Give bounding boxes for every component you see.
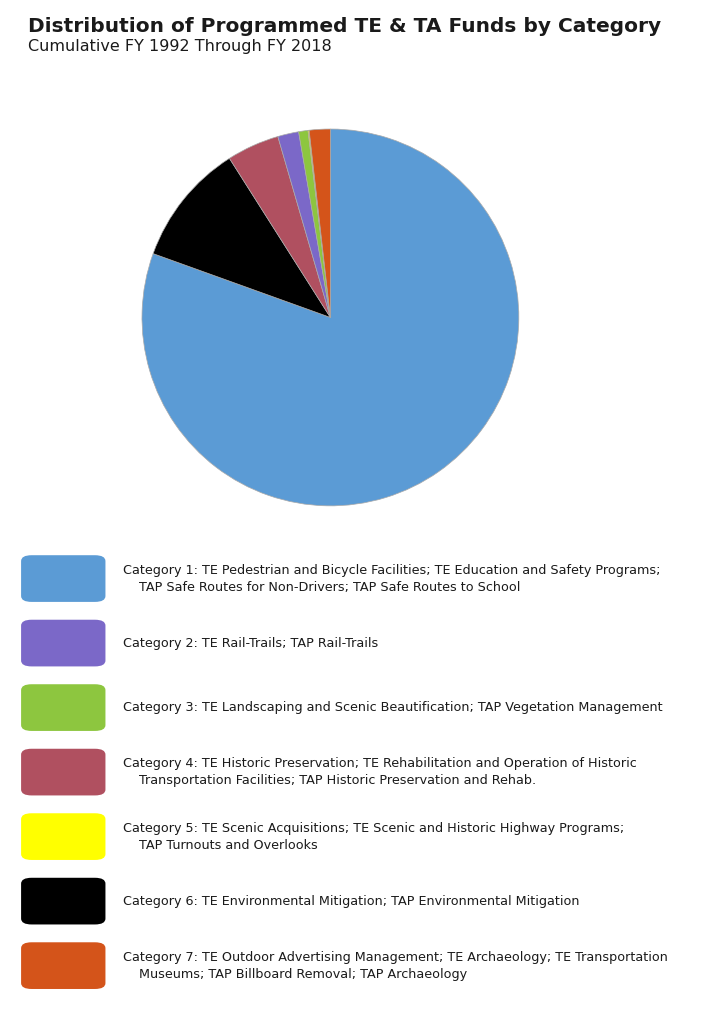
Text: Category 4: TE Historic Preservation; TE Rehabilitation and Operation of Histori: Category 4: TE Historic Preservation; TE… — [123, 757, 637, 787]
Wedge shape — [142, 129, 519, 506]
Text: Category 6: TE Environmental Mitigation; TAP Environmental Mitigation: Category 6: TE Environmental Mitigation;… — [123, 895, 579, 907]
Text: Distribution of Programmed TE & TA Funds by Category: Distribution of Programmed TE & TA Funds… — [28, 17, 662, 37]
Text: Category 1: TE Pedestrian and Bicycle Facilities; TE Education and Safety Progra: Category 1: TE Pedestrian and Bicycle Fa… — [123, 563, 661, 594]
Text: Cumulative FY 1992 Through FY 2018: Cumulative FY 1992 Through FY 2018 — [28, 39, 332, 54]
FancyBboxPatch shape — [21, 878, 105, 925]
FancyBboxPatch shape — [21, 684, 105, 731]
Wedge shape — [299, 130, 330, 317]
Text: Category 2: TE Rail-Trails; TAP Rail-Trails: Category 2: TE Rail-Trails; TAP Rail-Tra… — [123, 637, 378, 649]
Text: Category 7: TE Outdoor Advertising Management; TE Archaeology; TE Transportation: Category 7: TE Outdoor Advertising Manag… — [123, 950, 668, 981]
Wedge shape — [309, 129, 330, 317]
FancyBboxPatch shape — [21, 555, 105, 602]
FancyBboxPatch shape — [21, 813, 105, 860]
Wedge shape — [278, 132, 330, 317]
Wedge shape — [153, 159, 330, 317]
FancyBboxPatch shape — [21, 749, 105, 796]
FancyBboxPatch shape — [21, 942, 105, 989]
FancyBboxPatch shape — [21, 620, 105, 667]
Text: Category 3: TE Landscaping and Scenic Beautification; TAP Vegetation Management: Category 3: TE Landscaping and Scenic Be… — [123, 701, 663, 714]
Text: Category 5: TE Scenic Acquisitions; TE Scenic and Historic Highway Programs;
   : Category 5: TE Scenic Acquisitions; TE S… — [123, 821, 624, 852]
Wedge shape — [308, 130, 330, 317]
Wedge shape — [229, 136, 330, 317]
